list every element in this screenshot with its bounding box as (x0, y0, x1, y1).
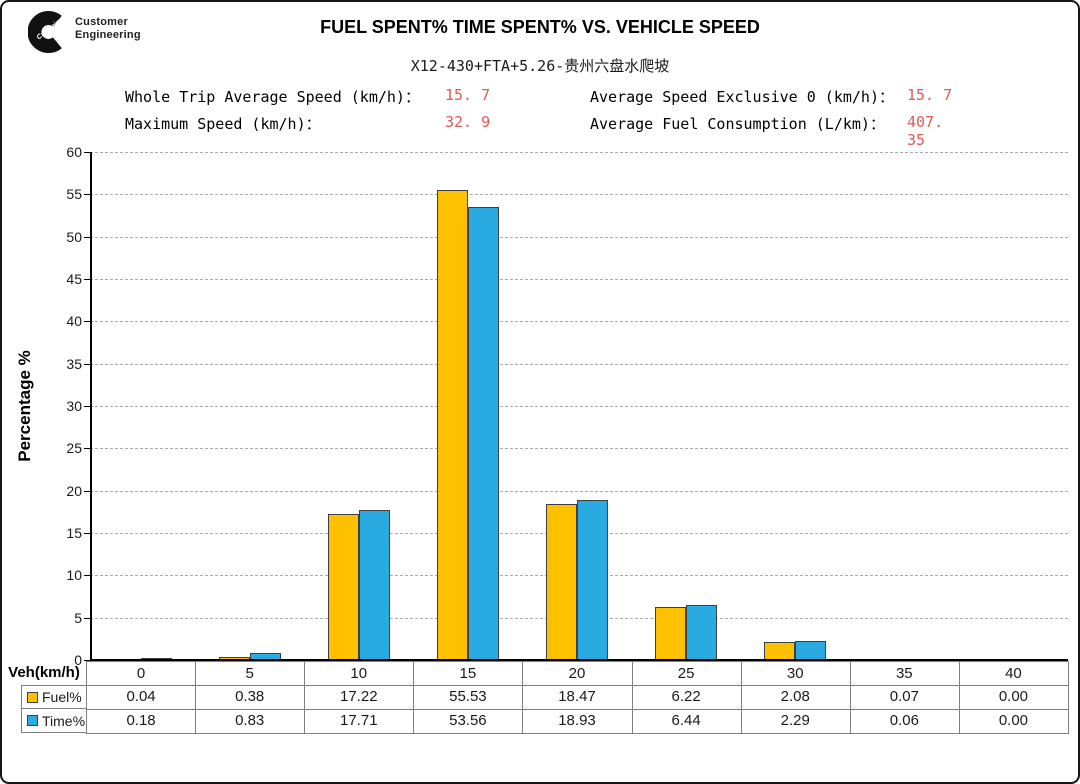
y-tick-mark (84, 490, 90, 492)
y-tick-mark (84, 448, 90, 450)
stat-avg-fuel-consumption-label: Average Fuel Consumption (L/km)： (590, 115, 885, 133)
table-cell-fuel-30: 2.08 (740, 685, 851, 710)
table-header-cell: 15 (413, 661, 524, 686)
table-header-cell: 40 (958, 661, 1069, 686)
table-cell-time-10: 17.71 (304, 709, 415, 734)
table-header-cell: 30 (740, 661, 851, 686)
gridline (90, 321, 1068, 323)
y-tick-label: 30 (66, 398, 82, 414)
y-tick-label: 50 (66, 228, 82, 245)
table-cell-time-15: 53.56 (413, 709, 524, 734)
table-header-cell: 35 (849, 661, 960, 686)
cummins-c-icon: Cummins (28, 11, 65, 53)
y-tick-mark (84, 406, 90, 407)
y-axis-line (90, 152, 92, 661)
table-cell-time-30: 2.29 (740, 709, 851, 734)
y-tick-label: 60 (66, 144, 82, 160)
y-tick-label: 40 (66, 313, 82, 330)
table-cell-time-5: 0.83 (195, 709, 306, 734)
y-tick-label: 15 (66, 525, 82, 541)
bar-time-20 (577, 499, 608, 660)
stat-whole-trip-avg-speed-label: Whole Trip Average Speed (km/h)： (125, 88, 420, 106)
legend-label: Time% (42, 712, 86, 729)
y-tick-mark (84, 363, 90, 365)
stat-avg-speed-exclusive-0-label: Average Speed Exclusive 0 (km/h)： (590, 88, 894, 106)
bar-fuel-15 (436, 189, 468, 660)
y-tick-mark (84, 660, 90, 661)
stat-max-speed-value: 32. 9 (445, 113, 491, 131)
stat-max-speed-label: Maximum Speed (km/h)： (125, 115, 321, 133)
time-legend-swatch-icon (27, 715, 38, 726)
gridline (90, 279, 1068, 280)
table-cell-fuel-40: 0.00 (958, 685, 1069, 710)
x-axis-line (90, 659, 1068, 661)
y-tick-label: 25 (66, 440, 82, 457)
table-cell-time-0: 0.18 (86, 709, 197, 734)
table-cell-time-20: 18.93 (522, 709, 633, 734)
y-axis-label: Percentage % (15, 350, 34, 462)
page-title: FUEL SPENT% TIME SPENT% VS. VEHICLE SPEE… (320, 17, 760, 37)
y-tick-label: 0 (74, 652, 82, 668)
legend-cell-time: Time% (21, 709, 86, 733)
x-axis-unit-label: Veh(km/h) (8, 664, 80, 681)
y-tick-mark (84, 236, 90, 238)
gridline (90, 406, 1068, 407)
bar-time-25 (686, 605, 718, 660)
table-cell-fuel-0: 0.04 (86, 685, 197, 710)
table-cell-time-25: 6.44 (631, 709, 742, 734)
y-tick-label: 45 (66, 271, 82, 287)
page-subtitle: X12-430+FTA+5.26-贵州六盘水爬坡 (410, 57, 670, 75)
y-tick-label: 55 (66, 186, 82, 203)
table-cell-fuel-20: 18.47 (522, 685, 633, 710)
table-cell-time-40: 0.00 (958, 709, 1069, 734)
y-tick-mark (84, 575, 90, 577)
table-header-cell: 25 (631, 661, 742, 686)
y-tick-mark (84, 279, 90, 280)
gridline (90, 363, 1068, 365)
stat-whole-trip-avg-speed-value: 15. 7 (445, 86, 491, 104)
gridline (90, 236, 1068, 238)
gridline (90, 194, 1068, 196)
gridline (90, 448, 1068, 450)
bar-fuel-30 (764, 642, 796, 660)
y-tick-mark (84, 617, 90, 619)
y-tick-label: 20 (66, 482, 82, 499)
stat-avg-fuel-consumption-value: 407. 35 (907, 113, 944, 149)
y-tick-label: 10 (66, 567, 82, 584)
table-header-cell: 0 (86, 661, 197, 686)
table-cell-fuel-35: 0.07 (849, 685, 960, 710)
table-cell-fuel-15: 55.53 (413, 685, 524, 710)
gridline (90, 490, 1068, 492)
gridline (90, 152, 1068, 153)
table-header-cell: 10 (304, 661, 415, 686)
bar-time-10 (358, 510, 390, 660)
bar-time-30 (795, 640, 827, 660)
y-tick-mark (84, 533, 90, 534)
cummins-logo: Cummins Customer Engineering (28, 10, 228, 54)
bar-time-15 (467, 206, 499, 660)
y-tick-mark (84, 152, 90, 153)
y-tick-mark (84, 194, 90, 196)
fuel-legend-swatch-icon (27, 691, 38, 703)
legend-label: Fuel% (42, 689, 82, 705)
logo-caption: Customer Engineering (75, 16, 141, 41)
table-cell-time-35: 0.06 (849, 709, 960, 734)
table-cell-fuel-25: 6.22 (631, 685, 742, 710)
y-tick-mark (84, 321, 90, 323)
y-tick-label: 35 (66, 355, 82, 372)
bar-fuel-25 (655, 607, 687, 660)
table-cell-fuel-10: 17.22 (304, 685, 415, 710)
bar-fuel-20 (546, 503, 577, 660)
table-cell-fuel-5: 0.38 (195, 685, 306, 710)
legend-cell-fuel: Fuel% (21, 685, 86, 709)
y-tick-label: 5 (74, 609, 82, 626)
table-header-cell: 5 (195, 661, 306, 686)
bar-fuel-10 (327, 514, 359, 660)
stat-avg-speed-exclusive-0-value: 15. 7 (907, 86, 953, 104)
table-header-cell: 20 (522, 661, 633, 686)
